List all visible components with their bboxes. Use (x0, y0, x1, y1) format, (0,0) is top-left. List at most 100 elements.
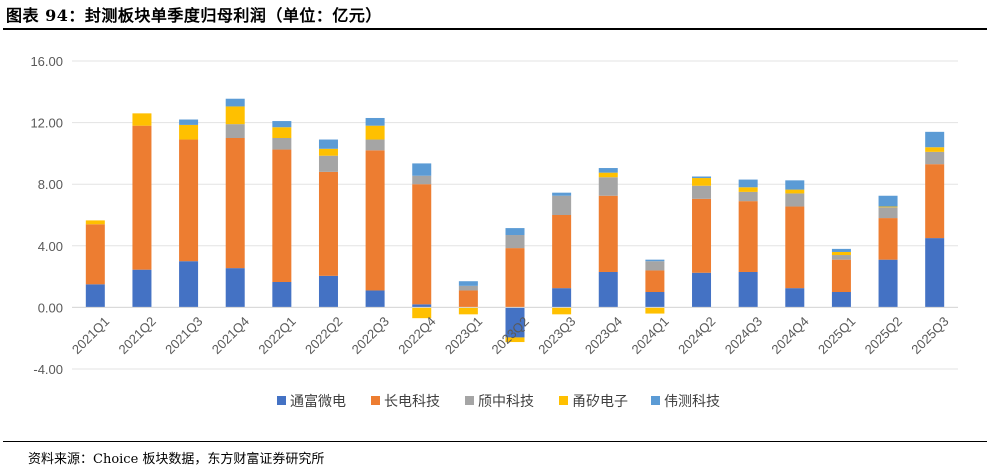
bar-segment (785, 189, 805, 194)
bar-segment (365, 290, 385, 308)
bar-segment (785, 288, 805, 308)
legend-swatch (651, 396, 660, 405)
bar-segment (878, 218, 898, 260)
bar-segment (692, 185, 712, 199)
bar-segment (738, 271, 758, 308)
bar-segment (878, 259, 898, 308)
bar-segment (598, 271, 618, 308)
legend-swatch (465, 396, 474, 405)
bar-segment (458, 307, 478, 315)
bar-segment (412, 307, 432, 319)
x-tick-label: 2025Q3 (908, 314, 951, 357)
bar-segment (552, 195, 572, 215)
bar-segment (225, 268, 245, 308)
x-tick-label: 2023Q1 (442, 314, 485, 357)
bar-segment (738, 179, 758, 188)
x-tick-label: 2024Q2 (675, 314, 718, 357)
x-tick-label: 2022Q3 (349, 314, 392, 357)
bar-segment (272, 149, 292, 282)
bar-segment (458, 285, 478, 291)
bar-segment (179, 261, 199, 308)
bar-segment (831, 248, 851, 252)
legend-label: 长电科技 (384, 394, 440, 410)
bar-segment (831, 259, 851, 292)
bar-segment (552, 288, 572, 308)
bar-segment (785, 206, 805, 289)
y-tick-label: 4.00 (38, 239, 63, 254)
x-tick-label: 2021Q4 (209, 314, 252, 357)
bar-segment (645, 261, 665, 271)
x-tick-label: 2023Q3 (535, 314, 578, 357)
bar-segment (412, 184, 432, 305)
bar-segment (692, 178, 712, 186)
bar-segment (505, 337, 525, 343)
bar-segment (785, 180, 805, 190)
bar-segment (831, 255, 851, 260)
bar-segment (552, 307, 572, 315)
bar-segment (878, 207, 898, 219)
x-tick-label: 2021Q3 (162, 314, 205, 357)
bar-segment (412, 304, 432, 308)
bar-segment (412, 175, 432, 185)
bar-segment (318, 155, 338, 172)
bar-segment (925, 164, 945, 239)
x-tick-label: 2021Q2 (116, 314, 159, 357)
bar-segment (458, 281, 478, 286)
stacked-bar-chart: -4.00 0.00 4.00 8.00 12.00 16.00 2021Q1 2021Q2… (30, 54, 958, 410)
bar-segment (458, 290, 478, 308)
x-tick-label: 2022Q4 (395, 314, 438, 357)
legend-swatch (559, 396, 568, 405)
bar-segment (925, 238, 945, 308)
bar-segment (179, 139, 199, 262)
bar-segment (692, 176, 712, 179)
bar-segment (505, 235, 525, 249)
source-note: 资料来源：Choice 板块数据，东方财富证券研究所 (28, 452, 325, 467)
bar-segment (738, 191, 758, 202)
y-tick-label: 8.00 (38, 177, 63, 192)
bar-segment (132, 269, 152, 308)
bar-segment (85, 220, 105, 225)
bar-segment (925, 131, 945, 148)
bar-segment (645, 259, 665, 262)
bar-segment (412, 163, 432, 176)
bar-segment (272, 127, 292, 138)
bar-segment (645, 270, 665, 292)
bar-segment (85, 284, 105, 308)
bar-segment (692, 198, 712, 273)
y-axis: -4.00 0.00 4.00 8.00 12.00 16.00 (30, 54, 63, 377)
x-tick-label: 2023Q4 (582, 314, 625, 357)
bar-segment (179, 124, 199, 140)
bar-segment (225, 124, 245, 138)
legend-swatch (277, 396, 286, 405)
bar-segment (598, 195, 618, 272)
bar-segment (365, 125, 385, 140)
legend-label: 甬矽电子 (572, 394, 628, 410)
bar-segment (878, 206, 898, 208)
bar-segment (552, 192, 572, 196)
bar-segment (552, 215, 572, 289)
bar-segment (318, 139, 338, 149)
bar-segment (645, 292, 665, 308)
x-tick-label: 2025Q1 (815, 314, 858, 357)
x-tick-label: 2022Q1 (255, 314, 298, 357)
bar-segment (831, 251, 851, 256)
legend-label: 通富微电 (290, 393, 346, 410)
bar-segment (925, 151, 945, 165)
legend-swatch (371, 396, 380, 405)
bar-segment (598, 177, 618, 196)
legend-label: 伟测科技 (664, 394, 720, 410)
bar-segment (785, 193, 805, 207)
bars (85, 98, 945, 343)
bar-segment (365, 150, 385, 291)
y-tick-label: 0.00 (38, 300, 63, 315)
legend: 通富微电 长电科技 颀中科技 甬矽电子 伟测科技 (277, 393, 720, 410)
bar-segment (318, 148, 338, 156)
bar-segment (225, 98, 245, 107)
bar-segment (738, 201, 758, 272)
bar-segment (598, 172, 618, 178)
figure-title: 图表 94：封测板块单季度归母利润（单位：亿元） (6, 6, 382, 25)
bar-segment (318, 275, 338, 308)
bar-segment (831, 292, 851, 308)
bar-segment (365, 117, 385, 126)
bottom-rule (3, 441, 987, 442)
